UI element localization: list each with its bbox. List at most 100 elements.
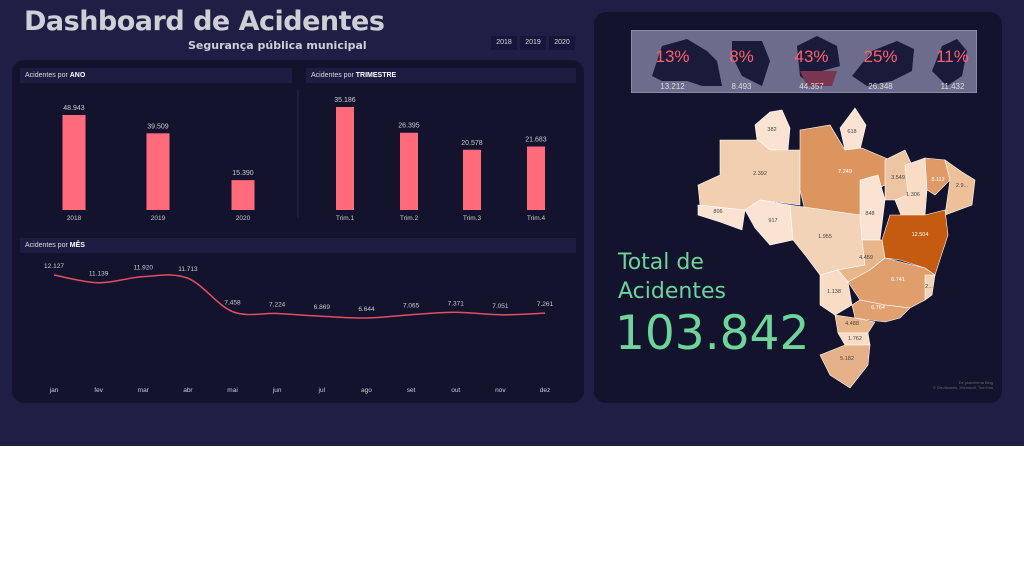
bar-2018[interactable] [62, 115, 86, 210]
region-north-icon [652, 39, 722, 86]
x-tick-label: mai [227, 387, 237, 394]
bar-value-label: 21.683 [525, 137, 547, 144]
total-label-line2: Acidentes [618, 279, 726, 304]
region-shapes [652, 36, 967, 86]
region-value: 11.432 [940, 82, 965, 91]
state-AM[interactable] [697, 139, 801, 211]
bar-value-label: 26.395 [398, 123, 420, 130]
point-value-label: 7.224 [269, 301, 286, 308]
state-MG[interactable] [847, 257, 936, 309]
state-MT[interactable] [789, 204, 866, 276]
state-value-label: 6.741 [891, 277, 905, 283]
bar-Trim.4[interactable] [527, 146, 545, 210]
state-value-label: 806 [713, 209, 722, 215]
year-filter-2018[interactable]: 2018 [491, 36, 517, 50]
state-value-label: 4.488 [845, 321, 859, 327]
state-value-label: 5.182 [840, 356, 854, 362]
total-value: 103.842 [615, 306, 810, 361]
x-tick-label: Trim.1 [336, 215, 355, 222]
bar-Trim.3[interactable] [463, 149, 481, 210]
attribution-line2: © GeoNames, Microsoft, TomTom [933, 385, 993, 390]
state-value-label: 917 [768, 218, 777, 224]
region-card[interactable]: 43% 44.357 [777, 31, 846, 94]
x-tick-label: ago [361, 387, 372, 394]
state-value-label: 4.459 [859, 255, 873, 261]
state-ES[interactable] [924, 274, 936, 301]
region-northeast-highlight [800, 71, 837, 86]
state-value-label: 2.9... [956, 183, 969, 189]
charts-svg: 48.943 2018 39.509 2019 15.390 2020 35.186 Trim… [44, 90, 554, 394]
ano-chart-header: Acidentes por ANO [20, 68, 292, 83]
state-BA[interactable] [881, 209, 949, 276]
region-card[interactable]: 25% 26.348 [846, 31, 915, 94]
x-tick-label: Trim.2 [400, 215, 419, 222]
page-title: Dashboard de Acidentes [24, 6, 385, 37]
line-series [53, 274, 546, 319]
x-tick-label: 2018 [67, 215, 82, 222]
header-bold: TRIMESTRE [355, 72, 397, 79]
point-value-label: 11.139 [89, 271, 109, 278]
region-value: 26.348 [868, 82, 893, 91]
bar-value-label: 39.509 [147, 123, 169, 130]
bar-Trim.1[interactable] [336, 107, 354, 210]
region-percent: 8% [729, 47, 754, 66]
state-value-label: 1.138 [827, 289, 841, 295]
point-value-label: 6.644 [358, 306, 375, 313]
point-value-label: 7.261 [537, 301, 554, 308]
header-bold: MÊS [69, 242, 85, 249]
state-value-label: 7.249 [838, 169, 852, 175]
region-centerwest-icon [732, 41, 770, 86]
trimestre-chart-header: Acidentes por TRIMESTRE [306, 68, 576, 83]
header-bold: ANO [69, 72, 86, 79]
region-percent: 43% [794, 47, 829, 66]
region-value: 13.212 [660, 82, 685, 91]
bar-value-label: 48.943 [63, 105, 85, 112]
state-SP[interactable] [851, 299, 911, 323]
x-tick-label: jan [49, 387, 59, 394]
state-AP[interactable] [839, 107, 867, 151]
bar-Trim.2[interactable] [400, 132, 418, 210]
header-prefix: Acidentes por [25, 242, 70, 249]
region-card[interactable]: 13% 13.212 [638, 31, 707, 94]
point-value-label: 7.051 [492, 303, 509, 310]
state-PR[interactable] [834, 314, 876, 334]
region-value: 8.493 [731, 82, 752, 91]
year-filter-2019[interactable]: 2019 [520, 36, 546, 50]
state-CE[interactable] [924, 157, 951, 196]
x-tick-label: 2020 [236, 215, 251, 222]
region-card[interactable]: 8% 8.493 [707, 31, 776, 94]
point-value-label: 7.371 [448, 300, 465, 307]
bar-2019[interactable] [146, 133, 170, 210]
point-value-label: 6.869 [314, 304, 331, 311]
point-value-label: 11.920 [134, 265, 154, 272]
bar-value-label: 20.578 [461, 140, 483, 147]
point-value-label: 11.713 [178, 266, 198, 273]
x-tick-label: nov [495, 387, 506, 394]
dashboard: Dashboard de Acidentes Segurança pública… [0, 0, 1024, 446]
state-RS[interactable] [819, 344, 871, 389]
state-AC[interactable] [697, 204, 746, 231]
year-filter-2020[interactable]: 2020 [549, 36, 575, 50]
bar-2020[interactable] [231, 180, 255, 210]
x-tick-label: jun [272, 387, 282, 394]
x-tick-label: 2019 [151, 215, 166, 222]
x-tick-label: jul [318, 387, 326, 394]
region-percent: 25% [863, 47, 898, 66]
region-value: 44.357 [799, 82, 824, 91]
region-percent: 11% [936, 47, 969, 66]
region-card[interactable]: 11% 11.432 [918, 31, 987, 94]
bar-value-label: 15.390 [232, 170, 254, 177]
point-value-label: 7.065 [403, 303, 420, 310]
state-value-label: 1.762 [848, 336, 862, 342]
point-value-label: 12.127 [44, 263, 64, 270]
x-tick-label: Trim.4 [527, 215, 546, 222]
state-value-label: 3.549 [891, 175, 905, 181]
region-percent: 13% [655, 47, 690, 66]
x-tick-label: set [407, 387, 416, 394]
brazil-map[interactable]: 382 618 2.392 7.249 806 917 1.955 848 3.549 1.306… [0, 0, 1024, 446]
region-summary-strip: 13% 13.212 8% 8.493 43% 44.357 25% 26.348 11% 11.… [631, 30, 977, 93]
x-tick-label: dez [540, 387, 550, 394]
state-NE[interactable] [944, 159, 976, 216]
x-tick-label: abr [183, 387, 193, 394]
mes-chart-header: Acidentes por MÊS [20, 238, 576, 253]
